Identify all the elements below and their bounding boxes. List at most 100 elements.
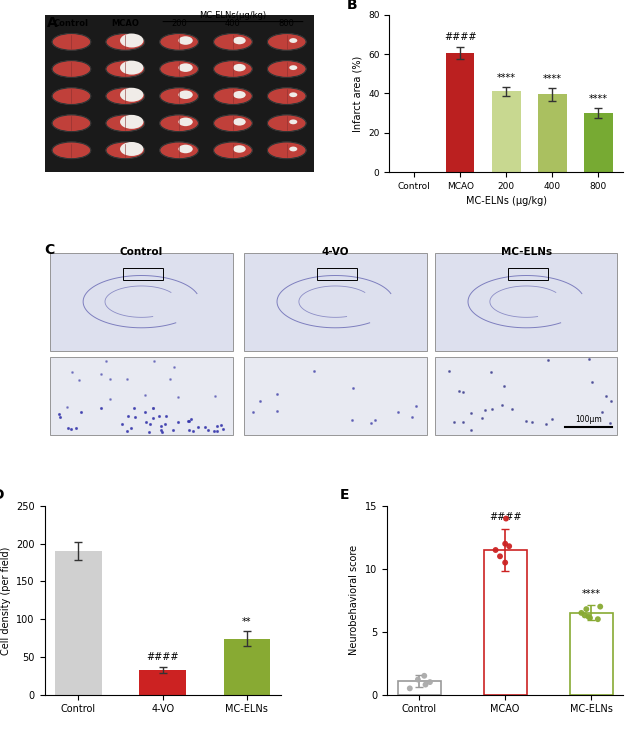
Point (487, 403, 497, 415)
Point (130, 411, 140, 423)
Point (485, 366, 495, 378)
Bar (538, 95, 567, 172)
Ellipse shape (214, 142, 252, 159)
Ellipse shape (289, 65, 297, 70)
FancyBboxPatch shape (435, 253, 618, 351)
Ellipse shape (289, 38, 297, 43)
Point (140, 406, 150, 418)
Point (500, 556, 510, 568)
Point (145, 418, 155, 430)
Text: D: D (0, 488, 4, 503)
Point (76, 406, 86, 418)
Ellipse shape (160, 88, 198, 104)
Bar (398, 681, 441, 695)
Point (169, 361, 179, 373)
Point (601, 390, 611, 402)
Ellipse shape (106, 142, 144, 159)
Text: 100μm: 100μm (575, 415, 602, 423)
Point (218, 423, 228, 435)
Point (148, 401, 158, 413)
Ellipse shape (52, 88, 91, 104)
Ellipse shape (267, 88, 306, 104)
Point (148, 402, 158, 414)
Point (67, 366, 77, 378)
Point (204, 424, 214, 436)
Point (167, 424, 177, 436)
Ellipse shape (233, 37, 245, 44)
Ellipse shape (289, 146, 297, 151)
Point (210, 389, 220, 401)
Point (347, 414, 357, 426)
Point (520, 415, 530, 427)
Point (249, 406, 259, 418)
Bar (584, 113, 612, 172)
Point (184, 415, 194, 427)
Ellipse shape (178, 145, 193, 153)
Y-axis label: Cell density (per field): Cell density (per field) (1, 546, 11, 655)
FancyBboxPatch shape (50, 357, 233, 435)
Ellipse shape (267, 115, 306, 132)
Y-axis label: Infarct area (%): Infarct area (%) (352, 55, 363, 132)
Point (585, 612, 595, 624)
Point (459, 417, 469, 429)
Text: ****: **** (543, 74, 562, 84)
Point (595, 601, 605, 613)
Point (173, 416, 183, 428)
Point (527, 417, 537, 429)
Point (55, 411, 65, 423)
Point (100, 355, 111, 367)
Text: ****: **** (497, 72, 516, 83)
Point (605, 417, 615, 429)
Point (96, 369, 106, 381)
Point (188, 425, 198, 437)
Text: Control: Control (54, 19, 89, 28)
Ellipse shape (289, 92, 297, 97)
Point (458, 386, 468, 398)
Point (63, 422, 73, 434)
Point (156, 426, 167, 438)
Ellipse shape (233, 91, 245, 98)
Point (347, 382, 357, 394)
Point (581, 603, 591, 615)
Point (184, 424, 195, 436)
Ellipse shape (106, 33, 144, 50)
Ellipse shape (120, 115, 144, 129)
Text: MCAO: MCAO (111, 19, 139, 28)
Ellipse shape (52, 115, 91, 132)
Point (593, 613, 603, 625)
Point (186, 413, 197, 425)
Point (543, 354, 553, 366)
Text: ****: **** (589, 94, 608, 104)
FancyBboxPatch shape (50, 253, 233, 351)
Point (366, 417, 376, 429)
Point (162, 410, 172, 422)
Point (173, 391, 183, 403)
Ellipse shape (214, 61, 252, 78)
Point (448, 415, 459, 427)
Point (404, 682, 415, 694)
Point (200, 421, 210, 433)
Ellipse shape (120, 88, 144, 102)
Point (148, 412, 158, 423)
Bar (139, 670, 186, 695)
Point (156, 420, 166, 432)
Point (121, 373, 132, 385)
Point (597, 406, 607, 418)
Point (126, 422, 136, 434)
Point (477, 412, 487, 423)
Point (149, 355, 160, 367)
Point (393, 406, 403, 418)
Ellipse shape (178, 90, 193, 99)
Bar (570, 613, 612, 695)
Point (106, 374, 116, 386)
Ellipse shape (160, 115, 198, 132)
Bar (55, 551, 102, 695)
Point (122, 425, 132, 437)
Point (508, 403, 518, 415)
Point (193, 421, 204, 433)
Point (480, 404, 490, 416)
Text: ####: #### (489, 512, 522, 522)
Point (583, 353, 593, 365)
Point (141, 389, 151, 401)
Point (587, 376, 597, 388)
